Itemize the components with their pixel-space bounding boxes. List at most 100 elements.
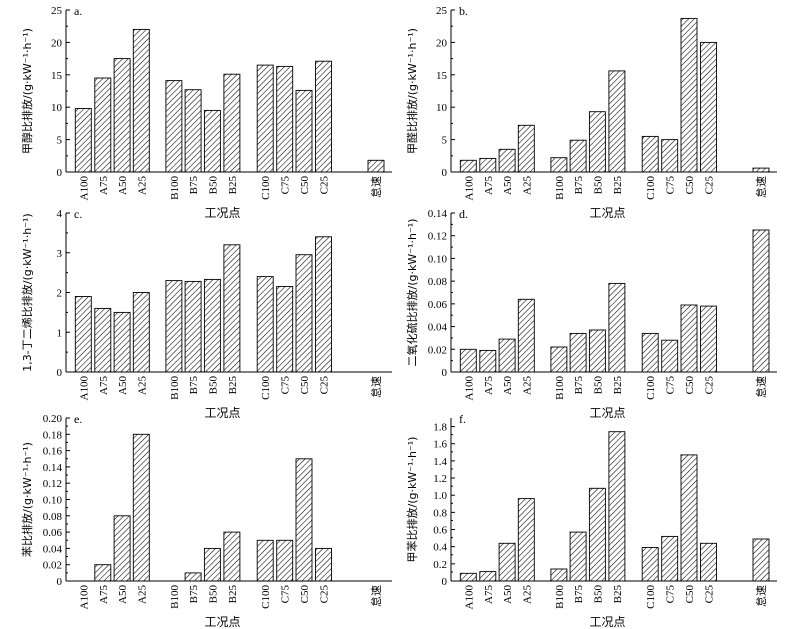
y-tick-label: 0.20: [43, 413, 63, 425]
x-tick-label-B75: B75: [188, 376, 200, 395]
y-axis-label: 甲醛比排放/(g·kW⁻¹·h⁻¹): [405, 28, 419, 154]
y-tick-label: 4: [57, 208, 63, 220]
x-tick-label-怠速: 怠速: [369, 585, 383, 607]
y-tick-label: 3: [57, 248, 63, 260]
x-tick-label-C50: C50: [299, 176, 311, 195]
bar-B100: [165, 80, 183, 173]
bar-B100: [550, 346, 568, 373]
bar-C50: [680, 454, 698, 582]
bar-C50: [295, 254, 313, 373]
x-tick-label-A75: A75: [483, 585, 495, 604]
y-tick-label: 0.14: [43, 462, 63, 474]
bar-B50: [588, 487, 606, 582]
x-tick-label-C25: C25: [704, 176, 716, 195]
x-tick-label-A75: A75: [98, 585, 110, 604]
x-axis-label: 工况点: [204, 615, 240, 629]
bar-B100: [550, 568, 568, 582]
x-tick-label-C50: C50: [684, 176, 696, 195]
y-tick-label: 0.06: [43, 527, 63, 539]
x-tick-label-B75: B75: [573, 585, 585, 604]
bar-C25: [700, 41, 717, 173]
bar-C50: [680, 304, 698, 373]
bar-C100: [641, 332, 659, 373]
bar-A50: [113, 515, 131, 582]
x-tick-label-B75: B75: [573, 376, 585, 395]
y-tick-label: 0: [442, 576, 448, 588]
bar-C75: [276, 65, 294, 173]
y-tick-label: 0.10: [43, 495, 63, 507]
bar-C50: [680, 17, 698, 173]
panel-label: a.: [74, 4, 82, 18]
y-tick-label: 0.12: [43, 478, 62, 490]
bar-B75: [569, 531, 587, 582]
bar-A25: [517, 498, 535, 582]
bar-A25: [132, 433, 150, 582]
bar-A25: [517, 124, 535, 173]
y-tick-label: 20: [51, 37, 63, 49]
x-tick-label-B50: B50: [592, 176, 604, 195]
y-tick-label: 0.06: [428, 299, 448, 311]
x-tick-label-怠速: 怠速: [754, 176, 768, 198]
x-tick-label-C75: C75: [665, 585, 677, 604]
y-axis-label: 1,3-丁二烯比排放/(g·kW⁻¹·h⁻¹): [20, 213, 34, 371]
x-tick-label-A100: A100: [463, 585, 475, 610]
x-tick-label-A100: A100: [78, 376, 90, 401]
chart-panel-1: 0 5 10 15 20 25 A100 A75 A50 A25 B100 B75 B50 B25 C100…: [20, 4, 392, 220]
x-tick-label-B100: B100: [169, 376, 181, 400]
bar-B100: [550, 157, 568, 173]
y-tick-label: 0: [57, 367, 63, 379]
y-tick-label: 1.0: [433, 490, 447, 502]
bar-A100: [459, 348, 477, 373]
chart-panel-2: 0 5 10 15 20 25 A100 A75 A50 A25 B100 B75 B50 B25 C100…: [405, 4, 777, 220]
x-tick-label-B100: B100: [554, 585, 566, 609]
bar-怠速: [752, 229, 770, 373]
x-tick-label-C50: C50: [684, 376, 696, 395]
y-tick-label: 0.02: [428, 344, 447, 356]
bar-B75: [569, 332, 587, 373]
bar-B75: [184, 572, 202, 582]
x-tick-label-怠速: 怠速: [754, 585, 768, 607]
y-tick-label: 0.12: [428, 231, 447, 243]
x-tick-label-A25: A25: [521, 585, 533, 604]
y-tick-label: 10: [51, 102, 63, 114]
x-tick-label-C25: C25: [704, 585, 716, 604]
x-axis-label: 工况点: [589, 206, 625, 220]
x-tick-label-B50: B50: [592, 376, 604, 395]
x-tick-label-A100: A100: [463, 176, 475, 201]
bar-C50: [295, 89, 313, 173]
x-tick-label-B25: B25: [227, 585, 239, 604]
x-axis-label: 工况点: [204, 406, 240, 420]
bar-C25: [315, 60, 332, 173]
x-tick-label-A100: A100: [78, 176, 90, 201]
x-tick-label-A50: A50: [117, 585, 129, 604]
x-tick-label-B25: B25: [227, 376, 239, 395]
x-tick-label-A50: A50: [117, 176, 129, 195]
x-tick-label-A75: A75: [483, 176, 495, 195]
x-tick-label-B100: B100: [554, 176, 566, 200]
bar-B100: [165, 280, 183, 373]
bar-C100: [256, 539, 274, 582]
x-tick-label-怠速: 怠速: [754, 376, 768, 398]
y-tick-label: 0.08: [43, 511, 63, 523]
chart-panel-3: 0 1 2 3 4 A100 A75 A50 A25 B100 B75 B50 B25 C100 C75 C5…: [20, 207, 392, 420]
y-tick-label: 0.4: [433, 542, 447, 554]
bar-C100: [256, 64, 274, 173]
x-tick-label-C25: C25: [319, 376, 331, 395]
bar-B75: [184, 280, 202, 373]
y-tick-label: 0.04: [428, 322, 448, 334]
x-tick-label-B25: B25: [612, 376, 624, 395]
x-tick-label-C50: C50: [299, 376, 311, 395]
y-tick-label: 0.8: [433, 507, 447, 519]
x-axis-label: 工况点: [204, 206, 240, 220]
x-tick-label-C25: C25: [704, 376, 716, 395]
y-tick-label: 0.04: [43, 543, 63, 555]
y-tick-label: 15: [436, 70, 448, 82]
bar-A75: [479, 349, 497, 373]
bar-B75: [184, 89, 202, 173]
x-tick-label-B100: B100: [554, 376, 566, 400]
bar-B25: [608, 282, 626, 373]
bar-B50: [588, 329, 606, 373]
y-axis-label: 甲醇比排放/(g·kW⁻¹·h⁻¹): [20, 28, 34, 154]
bar-C100: [641, 135, 659, 173]
